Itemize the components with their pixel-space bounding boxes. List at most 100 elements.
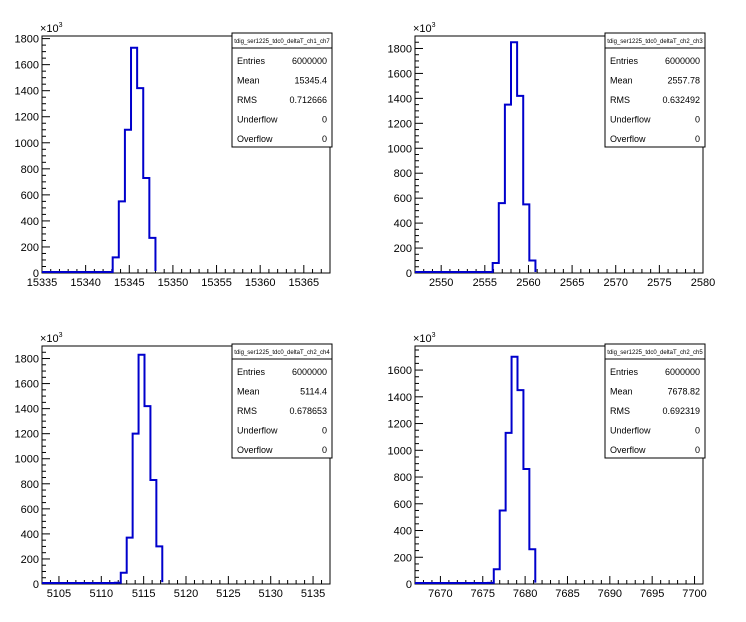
stats-overflow-label: Overflow [237, 445, 273, 455]
histogram-panel: 2550 2555 2560 2565 2570 2575 2580 0 200 400 600 80… [388, 22, 716, 289]
x-tick-label: 7690 [598, 588, 622, 600]
x-tick-label: 2570 [603, 277, 627, 289]
histogram-series-line [42, 46, 157, 273]
stats-rms-value: 0.632492 [662, 95, 700, 105]
x-tick-label: 15355 [201, 277, 232, 289]
x-tick-label: 7670 [428, 588, 452, 600]
y-tick-label: 1400 [15, 404, 39, 416]
y-tick-label: 1400 [388, 392, 412, 404]
y-tick-label: 800 [394, 472, 412, 484]
y-tick-label: 200 [21, 242, 39, 254]
stats-entries-value: 6000000 [292, 367, 327, 377]
stats-underflow-label: Underflow [237, 426, 278, 436]
y-multiplier-exponent: 3 [432, 22, 436, 29]
y-tick-label: 800 [394, 168, 412, 180]
y-tick-label: 400 [21, 529, 39, 541]
stats-underflow-value: 0 [695, 426, 700, 436]
stats-entries-value: 6000000 [665, 367, 700, 377]
y-tick-label: 1200 [15, 112, 39, 124]
x-tick-label: 7675 [471, 588, 495, 600]
x-tick-label: 2560 [516, 277, 540, 289]
x-tick-label: 15350 [158, 277, 189, 289]
y-tick-label: 0 [33, 268, 39, 280]
y-multiplier-exponent: 3 [59, 332, 63, 339]
histogram-panel: 15335 15340 15345 15350 15355 15360 15365 0 200 4… [15, 22, 333, 289]
histogram-panel: 5105 5110 5115 5120 5125 5130 5135 0 200 400 600 80… [15, 332, 333, 600]
stats-entries-label: Entries [237, 56, 266, 66]
stats-box-title: tdig_ser1225_tdc0_deltaT_ch2_ch5 [607, 350, 703, 356]
stats-mean-label: Mean [610, 387, 633, 397]
stats-underflow-value: 0 [322, 115, 327, 125]
stats-rms-label: RMS [237, 95, 257, 105]
x-tick-label: 7700 [682, 588, 706, 600]
stats-entries-label: Entries [610, 56, 639, 66]
stats-mean-label: Mean [237, 387, 260, 397]
stats-rms-value: 0.692319 [662, 406, 700, 416]
x-tick-label: 15345 [114, 277, 145, 289]
histogram-series-line [415, 41, 537, 273]
y-tick-label: 400 [21, 216, 39, 228]
y-multiplier-label: ×103 [413, 22, 436, 35]
y-tick-label: 600 [21, 190, 39, 202]
y-tick-label: 400 [394, 526, 412, 538]
y-tick-label: 1600 [388, 365, 412, 377]
y-tick-label: 1000 [15, 138, 39, 150]
y-multiplier-exponent: 3 [432, 332, 436, 339]
y-tick-label: 1200 [388, 118, 412, 130]
y-multiplier-label: ×103 [40, 332, 63, 345]
stats-box: tdig_ser1225_tdc0_deltaT_ch2_ch3 Entries 6… [604, 32, 706, 148]
stats-mean-label: Mean [237, 76, 260, 86]
stats-underflow-value: 0 [322, 426, 327, 436]
y-tick-label: 0 [33, 579, 39, 591]
stats-mean-value: 15345.4 [294, 76, 327, 86]
stats-box: tdig_ser1225_tdc0_deltaT_ch1_ch7 Entries 6… [231, 32, 333, 148]
y-tick-label: 1800 [15, 354, 39, 366]
y-tick-label: 800 [21, 164, 39, 176]
stats-rms-label: RMS [237, 406, 257, 416]
y-tick-label: 1800 [15, 34, 39, 46]
x-tick-label: 15340 [70, 277, 101, 289]
stats-box: tdig_ser1225_tdc0_deltaT_ch2_ch5 Entries 6… [604, 343, 706, 459]
stats-entries-value: 6000000 [292, 56, 327, 66]
y-tick-label: 0 [406, 579, 412, 591]
y-tick-label: 1600 [15, 379, 39, 391]
stats-overflow-value: 0 [322, 445, 327, 455]
stats-underflow-value: 0 [695, 115, 700, 125]
y-multiplier-base: ×10 [40, 23, 59, 35]
stats-mean-value: 7678.82 [667, 387, 700, 397]
x-tick-label: 7685 [555, 588, 579, 600]
histogram-series-line [415, 355, 537, 584]
x-tick-label: 2565 [560, 277, 584, 289]
stats-overflow-value: 0 [695, 445, 700, 455]
stats-entries-label: Entries [237, 367, 266, 377]
stats-rms-label: RMS [610, 95, 630, 105]
y-multiplier-label: ×103 [40, 22, 63, 35]
x-tick-label: 2580 [691, 277, 715, 289]
stats-overflow-label: Overflow [610, 445, 646, 455]
x-tick-label: 15360 [245, 277, 276, 289]
x-tick-label: 2555 [473, 277, 497, 289]
y-tick-label: 600 [394, 193, 412, 205]
stats-box-title: tdig_ser1225_tdc0_deltaT_ch2_ch4 [234, 350, 330, 356]
stats-rms-value: 0.678653 [289, 406, 327, 416]
stats-overflow-label: Overflow [237, 134, 273, 144]
y-tick-label: 600 [394, 499, 412, 511]
y-tick-label: 1000 [15, 454, 39, 466]
stats-mean-value: 2557.78 [667, 76, 700, 86]
y-tick-label: 1800 [388, 43, 412, 55]
y-tick-label: 1200 [15, 429, 39, 441]
y-multiplier-base: ×10 [413, 23, 432, 35]
stats-overflow-value: 0 [695, 134, 700, 144]
y-tick-label: 200 [21, 554, 39, 566]
y-tick-label: 400 [394, 218, 412, 230]
x-tick-label: 5110 [89, 588, 113, 600]
stats-box-frame [604, 32, 706, 148]
stats-underflow-label: Underflow [237, 115, 278, 125]
y-tick-label: 1000 [388, 143, 412, 155]
y-tick-label: 1000 [388, 445, 412, 457]
x-tick-label: 2550 [429, 277, 453, 289]
y-tick-label: 600 [21, 504, 39, 516]
x-tick-label: 5105 [47, 588, 71, 600]
stats-mean-label: Mean [610, 76, 633, 86]
x-tick-label: 2575 [647, 277, 671, 289]
